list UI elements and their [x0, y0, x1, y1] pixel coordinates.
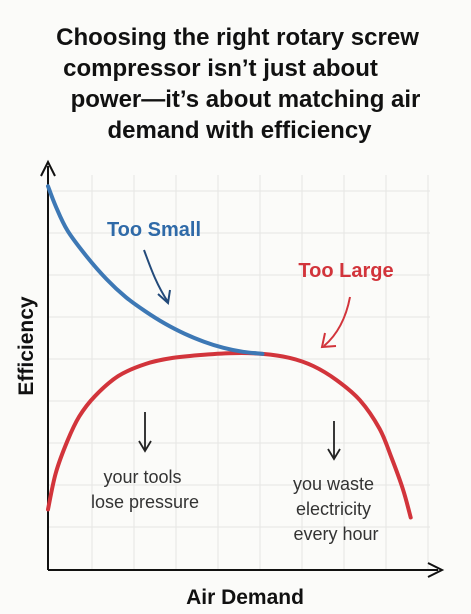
too-large-pointer-arrow-icon	[320, 296, 351, 349]
y-axis-arrow-icon	[40, 159, 56, 177]
y-axis-label: Efficiency	[15, 296, 38, 396]
chart-series	[46, 184, 413, 520]
chart-grid	[49, 175, 430, 569]
annotation-line: electricity	[296, 499, 371, 519]
headline-line: power—it’s about matching air	[70, 86, 421, 113]
headline-line: demand with efficiency	[107, 117, 372, 144]
series-line-too-small	[46, 184, 265, 356]
annotation-line: lose pressure	[91, 492, 199, 512]
annotation-line: your tools	[103, 467, 181, 487]
x-axis-arrow-icon	[427, 562, 445, 578]
series-label-too-large: Too Large	[298, 260, 393, 282]
headline: Choosing the right rotary screw compress…	[0, 22, 471, 146]
too-small-pointer-arrow-icon	[143, 249, 171, 305]
headline-line: Choosing the right rotary screw	[56, 24, 419, 51]
annotation-waste: you waste electricity every hour	[293, 474, 379, 544]
down-arrow-icon	[327, 421, 341, 461]
headline-line: compressor isn’t just about	[63, 55, 378, 82]
series-line-too-large	[46, 351, 413, 520]
down-arrow-icon	[138, 412, 152, 453]
annotation-line: you waste	[293, 474, 374, 494]
annotation-tools: your tools lose pressure	[91, 467, 199, 512]
x-axis-label: Air Demand	[186, 586, 304, 609]
series-label-too-small: Too Small	[107, 219, 201, 241]
annotation-line: every hour	[293, 524, 378, 544]
